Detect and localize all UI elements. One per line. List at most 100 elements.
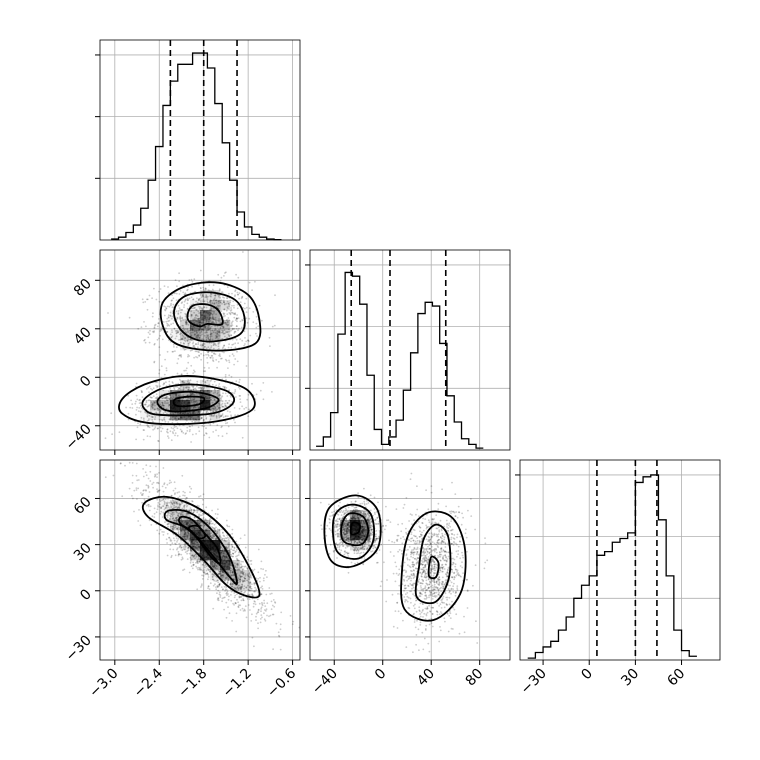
- scatter-point: [235, 630, 238, 633]
- scatter-point: [158, 418, 161, 421]
- scatter-point: [209, 517, 212, 520]
- scatter-point: [186, 302, 189, 305]
- scatter-point: [154, 397, 157, 399]
- scatter-point: [204, 573, 207, 576]
- scatter-point: [162, 404, 165, 407]
- scatter-point: [218, 413, 220, 415]
- scatter-point: [248, 408, 251, 411]
- scatter-point: [210, 396, 213, 399]
- scatter-point: [118, 431, 121, 434]
- scatter-point: [257, 622, 259, 625]
- scatter-point: [176, 507, 179, 510]
- scatter-point: [191, 349, 194, 351]
- scatter-point: [202, 513, 205, 515]
- scatter-point: [210, 332, 213, 335]
- scatter-point: [231, 583, 234, 585]
- scatter-point: [178, 354, 181, 357]
- scatter-point: [229, 309, 232, 312]
- scatter-point: [202, 321, 204, 323]
- scatter-point: [246, 598, 249, 600]
- density-cell: [200, 300, 211, 311]
- scatter-point: [210, 320, 212, 322]
- scatter-point: [198, 420, 200, 423]
- scatter-point: [212, 407, 214, 410]
- scatter-point: [249, 574, 252, 577]
- scatter-point: [245, 406, 248, 409]
- scatter-point: [188, 338, 190, 341]
- scatter-point: [215, 537, 218, 540]
- scatter-point: [192, 563, 195, 566]
- scatter-point: [211, 576, 214, 578]
- scatter-point: [225, 323, 228, 325]
- scatter-point: [223, 585, 226, 588]
- scatter-point: [216, 393, 219, 395]
- scatter-point: [207, 351, 210, 353]
- scatter-point: [206, 357, 209, 359]
- density-cell: [160, 400, 171, 411]
- scatter-point: [247, 574, 250, 577]
- scatter-point: [214, 528, 216, 531]
- scatter-point: [214, 297, 216, 299]
- scatter-point: [190, 364, 193, 367]
- scatter-point: [213, 312, 215, 315]
- scatter-point: [361, 525, 364, 528]
- scatter-point: [184, 535, 186, 538]
- scatter-point: [197, 283, 200, 286]
- scatter-point: [215, 429, 217, 432]
- scatter-point: [147, 386, 150, 389]
- scatter-point: [221, 588, 224, 591]
- scatter-point: [141, 298, 144, 301]
- scatter-point: [200, 358, 203, 361]
- scatter-point: [186, 550, 189, 553]
- scatter-point: [222, 574, 225, 576]
- scatter-point: [249, 581, 252, 584]
- scatter-point: [262, 577, 265, 580]
- scatter-point: [207, 587, 209, 589]
- scatter-point: [169, 544, 172, 547]
- scatter-point: [222, 571, 225, 574]
- scatter-point: [183, 369, 186, 372]
- scatter-point: [271, 604, 274, 607]
- scatter-point: [365, 514, 367, 516]
- scatter-point: [156, 529, 159, 532]
- scatter-point: [131, 482, 134, 484]
- scatter-point: [178, 272, 181, 275]
- scatter-point: [180, 430, 183, 433]
- scatter-point: [236, 548, 238, 551]
- scatter-point: [221, 571, 224, 573]
- scatter-point: [130, 399, 133, 402]
- scatter-point: [244, 307, 246, 310]
- scatter-point: [239, 578, 241, 581]
- scatter-point: [346, 510, 349, 513]
- scatter-point: [175, 517, 177, 520]
- scatter-point: [248, 598, 251, 600]
- scatter-point: [241, 585, 244, 587]
- scatter-point: [348, 529, 350, 532]
- scatter-point: [197, 558, 199, 561]
- scatter-point: [162, 498, 165, 501]
- scatter-point: [215, 344, 217, 347]
- scatter-point: [215, 328, 217, 331]
- scatter-point: [153, 361, 156, 364]
- scatter-point: [201, 564, 204, 566]
- scatter-point: [162, 490, 165, 493]
- scatter-point: [244, 580, 246, 582]
- scatter-point: [135, 487, 138, 489]
- scatter-point: [172, 528, 174, 531]
- scatter-point: [246, 566, 249, 569]
- scatter-point: [239, 320, 242, 323]
- scatter-point: [183, 293, 186, 296]
- scatter-point: [149, 465, 152, 467]
- scatter-point: [222, 576, 225, 578]
- scatter-point: [201, 343, 204, 346]
- scatter-point: [212, 331, 215, 334]
- scatter-point: [213, 579, 216, 582]
- scatter-point: [233, 604, 236, 606]
- scatter-point: [163, 305, 166, 308]
- scatter-point: [172, 525, 175, 528]
- scatter-point: [198, 305, 200, 308]
- scatter-point: [234, 564, 236, 567]
- scatter-point: [250, 559, 253, 562]
- scatter-point: [145, 504, 148, 507]
- scatter-point: [111, 433, 113, 436]
